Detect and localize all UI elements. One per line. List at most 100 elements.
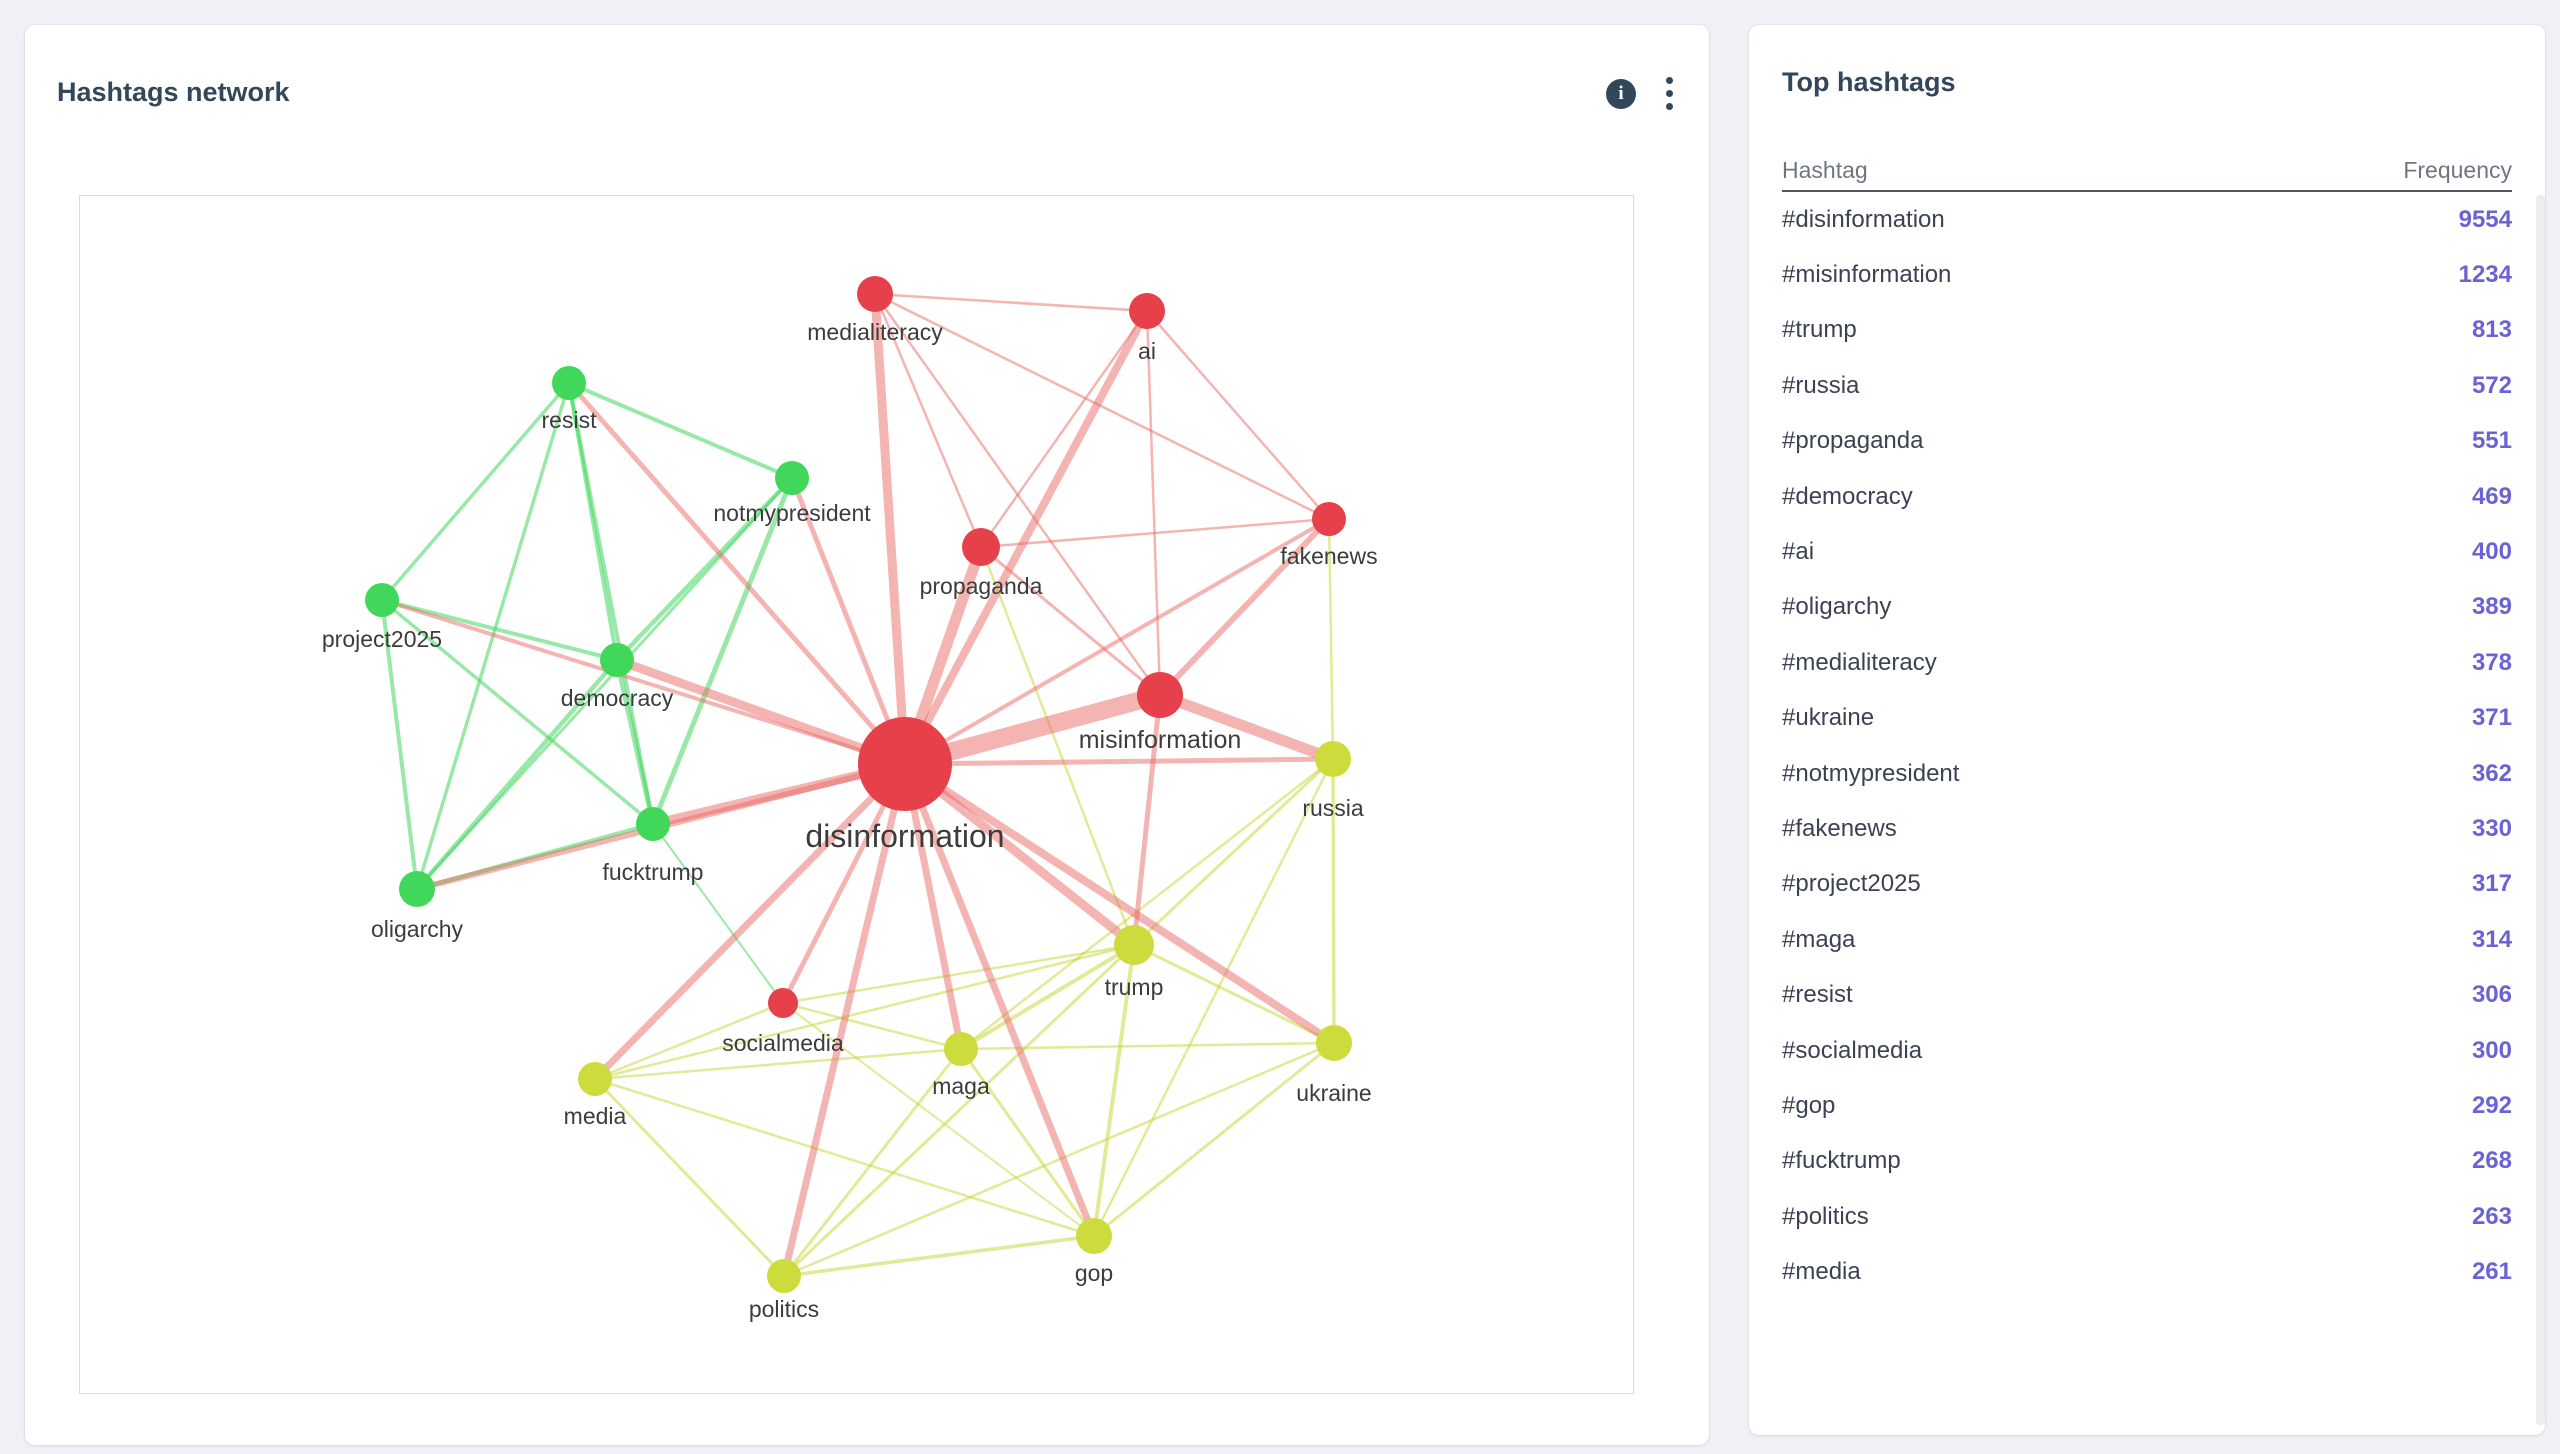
edge-trump-media xyxy=(594,943,1135,1081)
info-icon[interactable]: i xyxy=(1606,78,1636,109)
table-row[interactable]: #trump 813 xyxy=(1782,303,2512,358)
node-label-socialmedia: socialmedia xyxy=(722,1030,844,1056)
frequency-cell: 261 xyxy=(2471,1258,2512,1286)
node-ukraine[interactable] xyxy=(1316,1025,1352,1061)
edge-disinformation-democracy xyxy=(615,655,907,769)
table-row[interactable]: #russia 572 xyxy=(1782,358,2512,413)
edge-maga-media xyxy=(594,1047,962,1081)
hashtag-cell: #ai xyxy=(1782,538,1815,566)
table-row[interactable]: #propaganda 551 xyxy=(1782,414,2512,469)
edge-disinformation-gop xyxy=(901,762,1098,1238)
frequency-cell: 572 xyxy=(2471,371,2512,399)
hashtag-cell: #trump xyxy=(1782,316,1857,344)
node-trump[interactable] xyxy=(1114,925,1154,965)
edge-trump-socialmedia xyxy=(782,943,1135,1005)
frequency-cell: 469 xyxy=(2471,482,2512,510)
node-disinformation[interactable] xyxy=(858,717,952,811)
table-row[interactable]: #democracy 469 xyxy=(1782,469,2512,524)
table-row[interactable]: #gop 292 xyxy=(1782,1078,2512,1133)
node-politics[interactable] xyxy=(767,1259,801,1293)
network-graph-svg[interactable]: medialiteracy ai resist notmypresident faken… xyxy=(80,196,1633,1393)
frequency-cell: 317 xyxy=(2471,870,2512,898)
frequency-cell: 9554 xyxy=(2458,205,2512,233)
table-row[interactable]: #media 261 xyxy=(1782,1244,2512,1299)
table-row[interactable]: #maga 314 xyxy=(1782,912,2512,967)
network-card-title: Hashtags network xyxy=(57,77,290,107)
hashtag-cell: #fucktrump xyxy=(1782,1147,1901,1175)
hashtag-cell: #maga xyxy=(1782,925,1856,953)
edge-misinformation-fakenews xyxy=(1157,516,1332,698)
edge-propaganda-fakenews xyxy=(980,517,1330,549)
node-democracy[interactable] xyxy=(600,643,634,677)
table-row[interactable]: #misinformation 1234 xyxy=(1782,247,2512,302)
table-row[interactable]: #fucktrump 268 xyxy=(1782,1134,2512,1189)
table-row[interactable]: #disinformation 9554 xyxy=(1782,192,2512,247)
hashtag-cell: #democracy xyxy=(1782,482,1913,510)
node-project2025[interactable] xyxy=(365,583,399,617)
node-medialiteracy[interactable] xyxy=(857,276,893,312)
edge-misinformation-ai xyxy=(1145,310,1162,696)
table-row[interactable]: #notmypresident 362 xyxy=(1782,746,2512,801)
node-label-trump: trump xyxy=(1105,974,1164,1000)
edge-media-politics xyxy=(593,1077,786,1278)
table-row[interactable]: #resist 306 xyxy=(1782,967,2512,1022)
edge-disinformation-ai xyxy=(901,309,1151,766)
edge-misinformation-russia xyxy=(1158,689,1335,765)
node-gop[interactable] xyxy=(1076,1218,1112,1254)
edge-gop-socialmedia xyxy=(782,1002,1095,1237)
node-misinformation[interactable] xyxy=(1137,672,1183,718)
node-label-misinformation: misinformation xyxy=(1079,726,1242,754)
edge-medialiteracy-ai xyxy=(874,292,1148,313)
frequency-cell: 330 xyxy=(2471,814,2512,842)
edge-maga-ukraine xyxy=(960,1041,1335,1051)
node-label-fucktrump: fucktrump xyxy=(603,859,704,885)
edge-medialiteracy-fakenews xyxy=(874,292,1330,521)
node-media[interactable] xyxy=(578,1062,612,1096)
node-propaganda[interactable] xyxy=(962,528,1000,566)
edge-media-socialmedia xyxy=(594,1001,784,1081)
network-chart[interactable]: medialiteracy ai resist notmypresident faken… xyxy=(79,195,1634,1394)
frequency-cell: 314 xyxy=(2471,925,2512,953)
kebab-menu-icon[interactable] xyxy=(1664,75,1675,112)
hashtag-cell: #fakenews xyxy=(1782,814,1897,842)
top-hashtags-title: Top hashtags xyxy=(1782,67,1956,97)
hashtag-cell: #oligarchy xyxy=(1782,593,1892,621)
edge-disinformation-media xyxy=(592,761,908,1082)
edge-trump-propaganda xyxy=(979,546,1136,946)
scrollbar[interactable] xyxy=(2536,195,2545,1425)
edge-politics-gop xyxy=(783,1234,1095,1278)
table-row[interactable]: #politics 263 xyxy=(1782,1189,2512,1244)
node-notmypresident[interactable] xyxy=(775,461,809,495)
edge-ukraine-gop xyxy=(1093,1041,1335,1238)
edge-trump-gop xyxy=(1092,944,1136,1237)
node-ai[interactable] xyxy=(1129,293,1165,329)
edge-notmypresident-fucktrump xyxy=(650,477,795,825)
node-label-politics: politics xyxy=(749,1296,819,1322)
node-label-propaganda: propaganda xyxy=(920,573,1043,599)
table-row[interactable]: #fakenews 330 xyxy=(1782,801,2512,856)
edge-disinformation-trump xyxy=(902,760,1137,949)
table-row[interactable]: #oligarchy 389 xyxy=(1782,580,2512,635)
hashtag-cell: #russia xyxy=(1782,371,1860,399)
edge-fucktrump-socialmedia xyxy=(652,823,784,1004)
table-row[interactable]: #ai 400 xyxy=(1782,524,2512,579)
edge-disinformation-politics xyxy=(780,763,909,1277)
node-resist[interactable] xyxy=(552,366,586,400)
table-row[interactable]: #project2025 317 xyxy=(1782,857,2512,912)
node-fakenews[interactable] xyxy=(1312,502,1346,536)
node-oligarchy[interactable] xyxy=(399,871,435,907)
node-russia[interactable] xyxy=(1315,741,1351,777)
table-row[interactable]: #ukraine 371 xyxy=(1782,691,2512,746)
edge-project2025-democracy xyxy=(381,598,618,662)
frequency-cell: 371 xyxy=(2471,704,2512,732)
edge-disinformation-medialiteracy xyxy=(870,293,910,765)
node-socialmedia[interactable] xyxy=(768,988,798,1018)
hashtag-cell: #propaganda xyxy=(1782,427,1924,455)
edge-disinformation-russia xyxy=(904,756,1334,767)
table-row[interactable]: #socialmedia 300 xyxy=(1782,1023,2512,1078)
table-row[interactable]: #medialiteracy 378 xyxy=(1782,635,2512,690)
node-fucktrump[interactable] xyxy=(636,807,670,841)
node-maga[interactable] xyxy=(944,1032,978,1066)
hashtag-table-body: #disinformation 9554 #misinformation 1234 #t… xyxy=(1782,192,2512,1300)
